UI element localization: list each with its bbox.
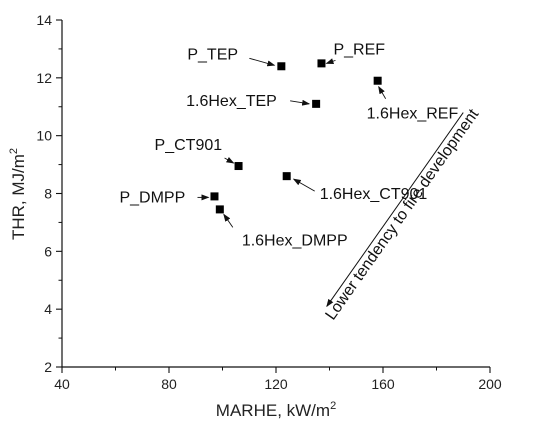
x-tick-label: 200 [478, 376, 502, 392]
point-label-arrow [292, 178, 315, 192]
data-point [277, 62, 286, 71]
y-axis-title-superscript: 2 [8, 148, 20, 154]
trend-annotation: Lower tendency to fire development [322, 106, 482, 323]
point-label-arrow [290, 99, 311, 106]
point-label-arrow [325, 58, 336, 65]
data-point [282, 172, 291, 181]
data-points [210, 59, 382, 214]
data-point [215, 205, 224, 214]
point-label: P_DMPP [119, 189, 185, 206]
trend-annotation-text: Lower tendency to fire development [322, 106, 482, 323]
x-axis-title: MARHE, kW/m2 [216, 400, 336, 420]
point-label: P_TEP [187, 46, 238, 63]
data-point [312, 99, 321, 108]
x-tick-label: 80 [161, 376, 177, 392]
y-axis-title: THR, MJ/m2 [8, 148, 28, 240]
x-ticks: 40 80 120 160 200 [54, 367, 502, 392]
point-label: 1.6Hex_CT901 [320, 186, 428, 203]
point-label: 1.6Hex_TEP [186, 93, 277, 110]
point-label: P_CT901 [155, 137, 223, 154]
x-tick-label: 160 [371, 376, 395, 392]
point-label-arrow [378, 85, 387, 99]
point-label-arrow [223, 213, 234, 228]
data-point [317, 59, 326, 68]
x-tick-label: 120 [264, 376, 288, 392]
y-tick-label: 6 [44, 243, 52, 259]
point-label-arrow [224, 157, 235, 164]
y-tick-label: 8 [44, 186, 52, 202]
y-tick-label: 2 [44, 359, 52, 375]
point-labels: P_TEP P_REF 1.6Hex_REF 1.6Hex_TEP P_CT901 1.6… [119, 41, 458, 249]
trend-arrow [326, 112, 464, 308]
data-point [373, 76, 382, 85]
y-tick-label: 14 [36, 12, 52, 28]
y-tick-label: 12 [36, 70, 52, 86]
y-tick-label: 4 [44, 301, 52, 317]
x-tick-label: 40 [54, 376, 70, 392]
data-point [234, 162, 243, 171]
y-tick-label: 10 [36, 128, 52, 144]
y-ticks: 2 4 6 8 10 12 14 [36, 12, 62, 375]
point-label: 1.6Hex_REF [367, 106, 459, 123]
data-point [210, 192, 219, 201]
point-label-arrow [249, 57, 276, 67]
point-label: P_REF [333, 41, 385, 58]
x-axis-title-superscript: 2 [330, 400, 336, 412]
point-label: 1.6Hex_DMPP [242, 232, 348, 249]
